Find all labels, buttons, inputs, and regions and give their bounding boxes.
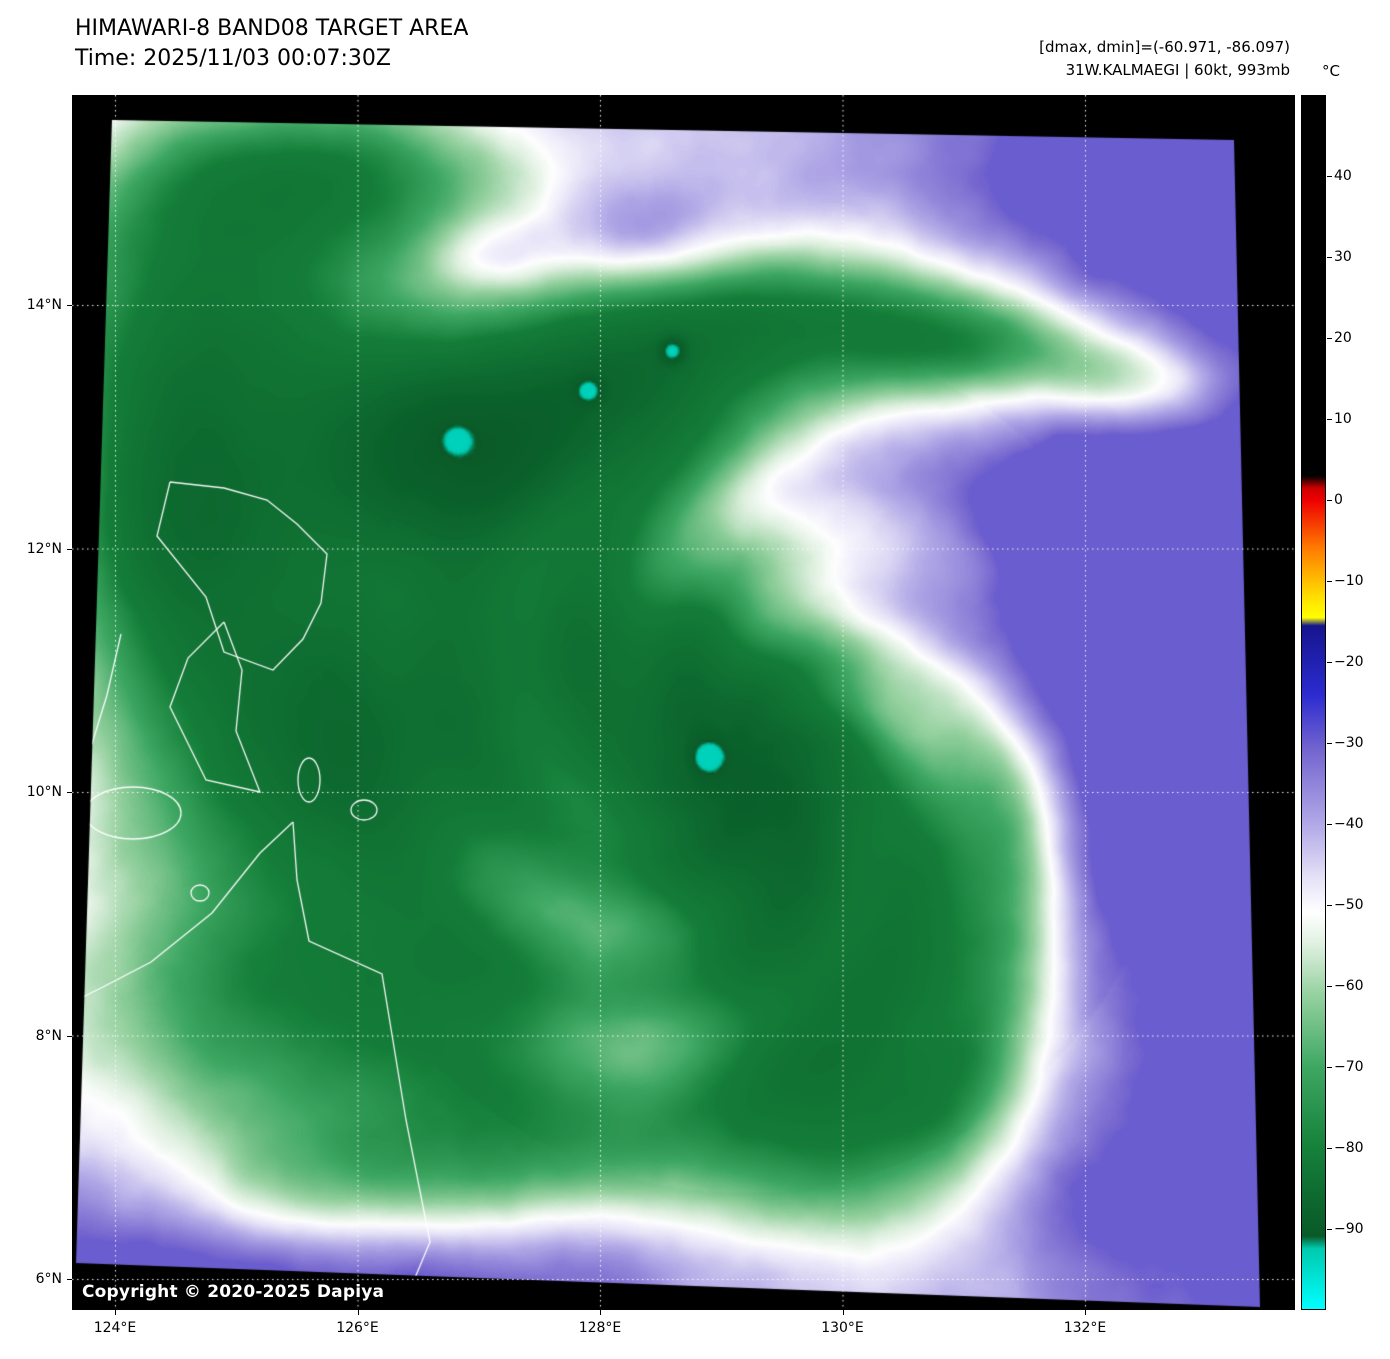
lon-tick-mark — [600, 1310, 601, 1315]
colorbar-tick-mark — [1327, 1229, 1332, 1230]
colorbar-tick-mark — [1327, 338, 1332, 339]
colorbar-tick-label: −70 — [1334, 1059, 1364, 1075]
header: HIMAWARI-8 BAND08 TARGET AREA Time: 2025… — [75, 14, 468, 75]
lat-tick-label: 12°N — [26, 540, 62, 557]
temperature-colorbar — [1301, 95, 1326, 1310]
colorbar-tick-mark — [1327, 905, 1332, 906]
lon-tick-label: 130°E — [821, 1320, 864, 1336]
page-title: HIMAWARI-8 BAND08 TARGET AREA — [75, 16, 469, 41]
colorbar-tick-mark — [1327, 500, 1332, 501]
timestamp-label: Time: 2025/11/03 00:07:30Z — [75, 46, 391, 72]
colorbar-tick-label: −40 — [1334, 816, 1364, 832]
colorbar-tick-mark — [1327, 743, 1332, 744]
colorbar-tick-mark — [1327, 257, 1332, 258]
lon-tick-mark — [357, 1310, 359, 1315]
lon-tick-label: 124°E — [93, 1320, 137, 1336]
lat-tick-mark — [67, 1035, 72, 1037]
colorbar-tick-mark — [1327, 176, 1332, 177]
lat-tick-label: 8°N — [35, 1027, 62, 1044]
lon-tick-mark — [115, 1310, 116, 1315]
lon-tick-label: 128°E — [578, 1320, 622, 1336]
colorbar-tick-label: 10 — [1334, 411, 1352, 427]
colorbar-tick-label: 20 — [1334, 330, 1352, 346]
colorbar-tick-label: −10 — [1334, 573, 1364, 589]
lat-tick-label: 6°N — [35, 1271, 62, 1287]
colorbar-tick-mark — [1327, 662, 1332, 663]
header-info: [dmax, dmin]=(-60.971, -86.097) 31W.KALM… — [1039, 36, 1290, 81]
map-plot-area: Copyright © 2020-2025 Dapiya — [72, 95, 1295, 1310]
lon-tick-label: 126°E — [336, 1320, 379, 1336]
colorbar-tick-label: −60 — [1334, 978, 1364, 994]
colorbar-tick-label: −80 — [1334, 1140, 1364, 1156]
colorbar-tick-label: −30 — [1334, 735, 1364, 751]
lon-tick-mark — [842, 1310, 844, 1315]
lat-tick-mark — [67, 548, 72, 550]
colorbar-tick-mark — [1327, 419, 1332, 420]
lon-tick-mark — [1085, 1310, 1086, 1315]
colorbar-tick-label: 0 — [1334, 492, 1343, 508]
lat-tick-label: 10°N — [26, 784, 62, 800]
storm-readout: 31W.KALMAEGI | 60kt, 993mb — [1065, 60, 1290, 79]
copyright-label: Copyright © 2020-2025 Dapiya — [82, 1282, 385, 1302]
colorbar-tick-label: −90 — [1334, 1221, 1364, 1237]
lat-tick-mark — [67, 305, 72, 306]
dmax-dmin-readout: [dmax, dmin]=(-60.971, -86.097) — [1039, 38, 1290, 56]
lat-tick-mark — [67, 1279, 72, 1280]
colorbar-unit-label: °C — [1322, 62, 1340, 80]
colorbar-tick-label: −20 — [1334, 654, 1364, 670]
colorbar-tick-mark — [1327, 1148, 1332, 1149]
colorbar-tick-mark — [1327, 824, 1332, 825]
satellite-image-canvas — [72, 95, 1295, 1310]
colorbar-tick-label: 30 — [1334, 249, 1352, 265]
colorbar-tick-mark — [1327, 1067, 1332, 1068]
colorbar-tick-mark — [1327, 986, 1332, 987]
lat-tick-mark — [67, 792, 72, 793]
colorbar-tick-label: −50 — [1334, 897, 1364, 913]
lat-tick-label: 14°N — [26, 297, 62, 313]
lon-tick-label: 132°E — [1063, 1320, 1107, 1336]
colorbar-tick-label: 40 — [1334, 168, 1352, 184]
colorbar-tick-mark — [1327, 581, 1332, 582]
